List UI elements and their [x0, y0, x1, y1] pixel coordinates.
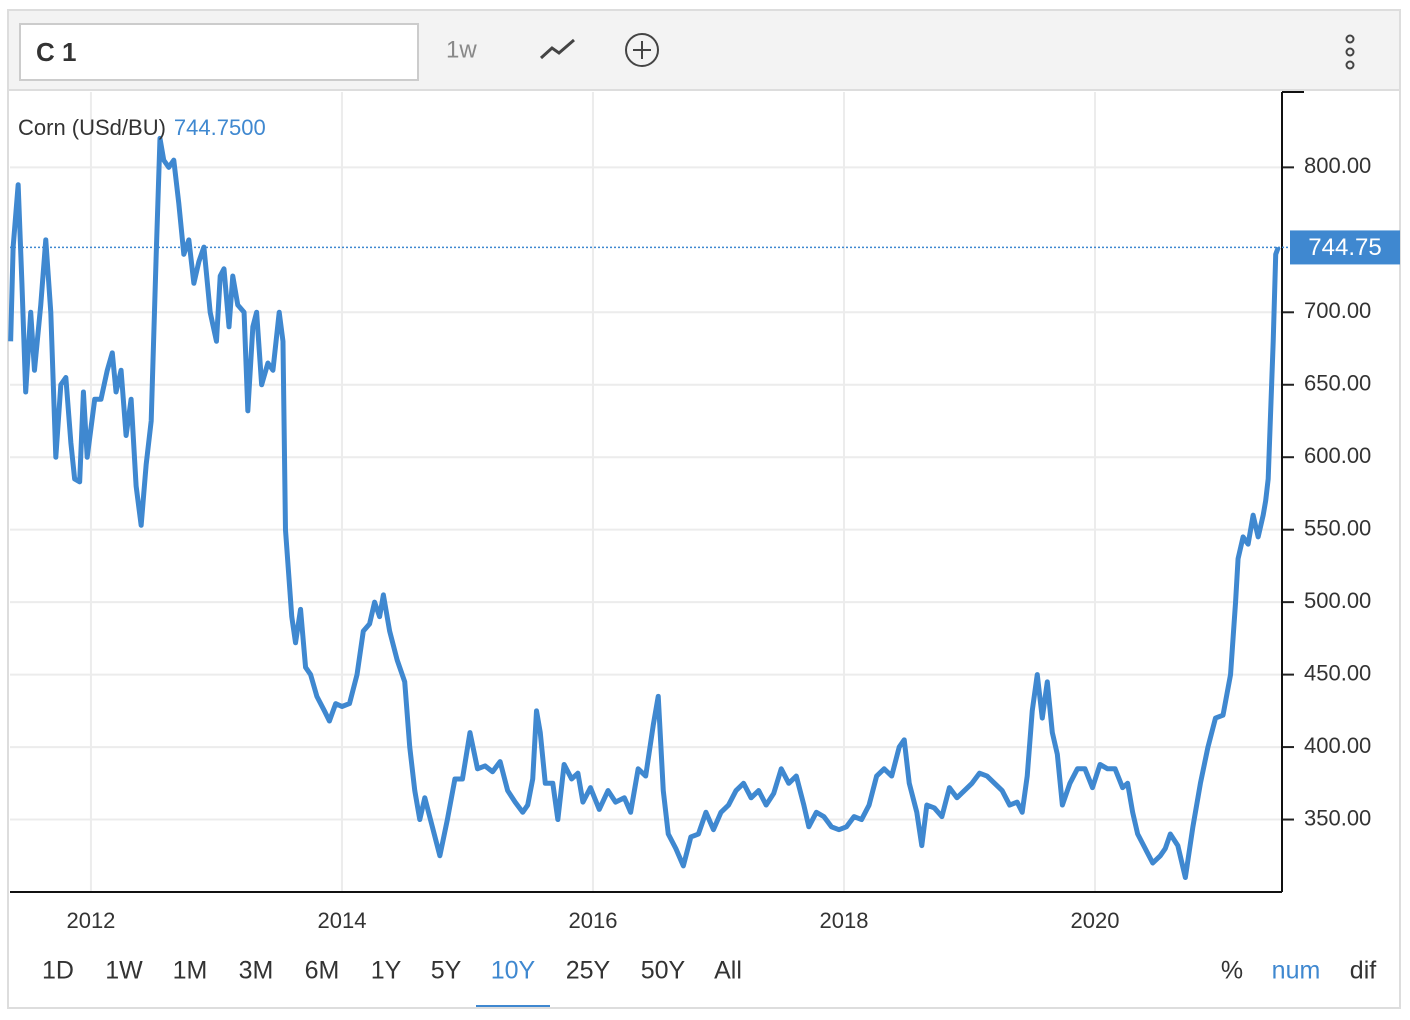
- range-button[interactable]: 10Y: [491, 957, 536, 985]
- range-button[interactable]: 1Y: [371, 957, 402, 985]
- range-button[interactable]: 6M: [305, 957, 340, 985]
- add-icon-plus: [633, 41, 651, 59]
- price-line: [8, 135, 1281, 881]
- mode-button[interactable]: %: [1221, 957, 1243, 985]
- y-tick-label: 450.00: [1304, 660, 1371, 685]
- interval-button[interactable]: 1w: [446, 36, 477, 63]
- legend: Corn (USd/BU) 744.7500: [18, 115, 266, 140]
- y-tick-label: 500.00: [1304, 588, 1371, 613]
- symbol-text[interactable]: C 1: [36, 37, 76, 67]
- current-value-label: 744.75: [1308, 234, 1381, 261]
- menu-icon[interactable]: [1345, 34, 1355, 70]
- y-tick-label: 350.00: [1304, 805, 1371, 830]
- mode-button[interactable]: num: [1272, 957, 1321, 985]
- current-value-badge: [1290, 230, 1400, 265]
- y-tick-label: 600.00: [1304, 443, 1371, 468]
- y-tick-label: 550.00: [1304, 515, 1371, 540]
- range-button[interactable]: 1W: [105, 957, 143, 985]
- chart-type-icon[interactable]: [539, 38, 575, 60]
- symbol-input[interactable]: [19, 23, 419, 81]
- y-tick-label: 800.00: [1304, 153, 1371, 178]
- range-button[interactable]: 25Y: [566, 957, 611, 985]
- plot: 2012 2014 2016 2018 2020 350.00 400.00 450.00 50…: [8, 91, 1400, 933]
- legend-name: Corn (USd/BU): [18, 115, 166, 140]
- range-button[interactable]: 1M: [173, 957, 208, 985]
- range-button[interactable]: All: [714, 957, 742, 985]
- range-button[interactable]: 3M: [239, 957, 274, 985]
- range-button[interactable]: 5Y: [431, 957, 462, 985]
- range-buttons: 1D 1W 1M 3M 6M 1Y 5Y 10Y 25Y 50Y All% num dif: [42, 957, 1376, 1007]
- add-icon[interactable]: [625, 33, 659, 67]
- x-tick-label: 2018: [820, 908, 869, 933]
- frame: [7, 9, 1401, 1009]
- x-tick-label: 2014: [317, 908, 366, 933]
- y-tick-label: 650.00: [1304, 371, 1371, 396]
- x-tick-label: 2012: [66, 908, 115, 933]
- x-tick-label: 2016: [568, 908, 617, 933]
- legend-value: 744.7500: [174, 115, 266, 140]
- range-button[interactable]: 50Y: [641, 957, 686, 985]
- x-tick-label: 2020: [1071, 908, 1120, 933]
- y-tick-label: 700.00: [1304, 298, 1371, 323]
- y-tick-label: 400.00: [1304, 733, 1371, 758]
- range-button[interactable]: 1D: [42, 957, 74, 985]
- mode-button[interactable]: dif: [1350, 957, 1376, 985]
